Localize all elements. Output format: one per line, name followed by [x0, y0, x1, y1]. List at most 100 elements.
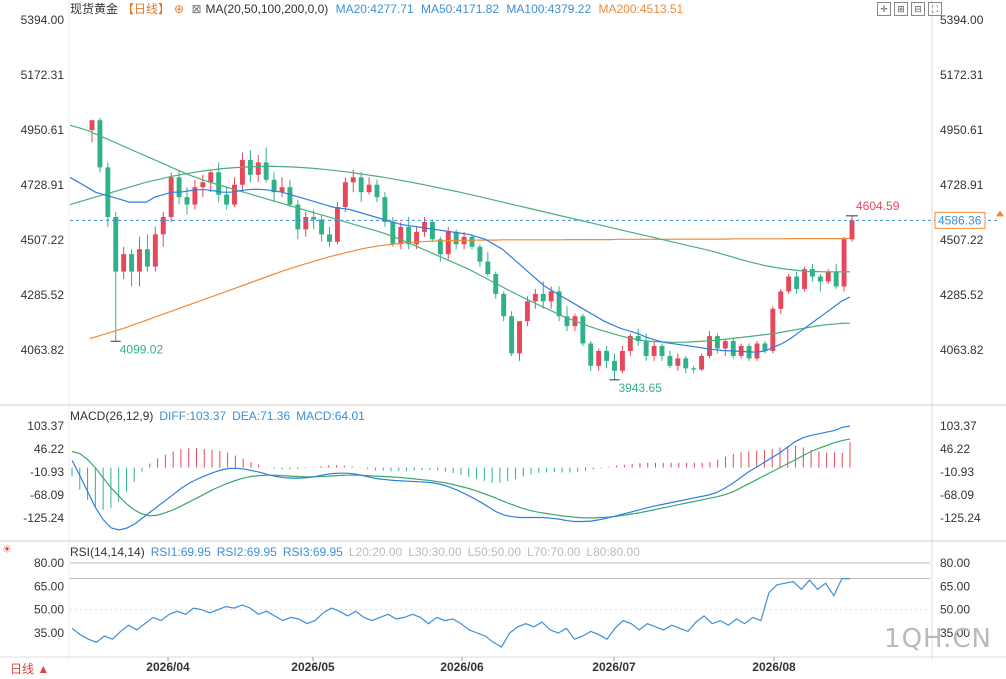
candle-body	[564, 316, 570, 327]
chart-type-icon[interactable]: ⊠	[191, 2, 202, 16]
candle-body	[279, 187, 285, 193]
candle-body	[643, 341, 649, 356]
candle-body	[216, 172, 222, 195]
last-price-marker	[996, 210, 1004, 217]
candle-body	[699, 355, 705, 370]
candle-body	[398, 226, 404, 245]
candle-body	[390, 221, 396, 245]
ma100-value: MA100:4379.22	[506, 2, 592, 16]
price-y-tick-left: 4507.22	[21, 233, 65, 247]
price-y-tick-left: 4285.52	[21, 288, 65, 302]
candle-body	[97, 120, 103, 168]
price-panel-header: 现货黄金 【日线】 ⊕ ⊠ MA(20,50,100,200,0,0) MA20:42…	[70, 0, 940, 18]
x-tick-label: 2026/04	[146, 660, 190, 674]
candle-body	[224, 194, 230, 205]
period-label[interactable]: 【日线】	[122, 2, 171, 16]
candle-body	[144, 249, 150, 267]
candle-body	[334, 207, 340, 242]
candle-body	[137, 249, 142, 272]
candle-body	[263, 162, 269, 180]
macd-y-tick-left: 103.37	[27, 419, 64, 433]
candle-body	[691, 368, 697, 370]
candle-body	[778, 291, 784, 309]
rsi-l50: L50:50.00	[467, 545, 522, 559]
candle-body	[366, 184, 372, 193]
candle-body	[596, 350, 602, 366]
candle-body	[477, 246, 483, 262]
price-y-tick-left: 5394.00	[21, 13, 65, 27]
candle-body	[374, 184, 380, 198]
candle-body	[730, 341, 736, 356]
candle-body	[311, 216, 317, 220]
ma-params: MA(20,50,100,200,0,0)	[205, 2, 329, 16]
crosshair-icon[interactable]: ✛	[877, 2, 891, 16]
candle-body	[612, 360, 617, 371]
indicator-settings-icon[interactable]: ☀	[2, 544, 12, 556]
price-y-tick-left: 4728.91	[21, 178, 65, 192]
macd-y-tick-right: -10.93	[940, 465, 974, 479]
ma100-line	[69, 165, 850, 273]
macd-params: MACD(26,12,9)	[70, 409, 154, 423]
rsi-y-tick-left: 80.00	[34, 556, 64, 570]
candle-body	[588, 343, 594, 366]
last-price-label: 4586.36	[938, 213, 982, 227]
rsi-l80: L80:80.00	[586, 545, 640, 559]
rsi-l20: L20:20.00	[348, 545, 403, 559]
low2-label: 3943.65	[619, 381, 663, 395]
candle-body	[722, 341, 728, 349]
macd-y-tick-left: -68.09	[30, 488, 64, 502]
candle-body	[414, 231, 420, 245]
macd-y-tick-right: -68.09	[940, 488, 974, 502]
ma20-value: MA20:4277.71	[335, 2, 414, 16]
rsi-y-tick-left: 50.00	[34, 603, 64, 617]
period-tab[interactable]: 日线 ▲	[10, 662, 50, 676]
candle-body	[176, 177, 182, 198]
candle-body	[580, 316, 586, 344]
candle-body	[619, 350, 625, 371]
last-price-box	[934, 211, 986, 229]
macd-y-tick-left: -125.24	[23, 511, 64, 525]
candle-body	[548, 291, 554, 302]
rsi-y-tick-right: 35.00	[940, 626, 970, 640]
candle-body	[540, 293, 546, 302]
rsi3-value: RSI3:69.95	[282, 545, 343, 559]
candle-body	[770, 308, 776, 351]
candle-body	[453, 231, 459, 245]
price-y-tick-right: 4507.22	[940, 233, 984, 247]
candle-body	[667, 355, 673, 366]
candle-body	[825, 271, 831, 282]
x-tick-label: 2026/05	[291, 660, 335, 674]
settings-icon[interactable]: ⊕	[174, 2, 185, 16]
candle-body	[786, 276, 792, 292]
candle-body	[406, 226, 412, 245]
candle-body	[809, 269, 815, 277]
ma20-line	[69, 176, 851, 353]
ma50-line	[69, 124, 851, 343]
zoom-out-icon[interactable]: ⊟	[911, 2, 925, 16]
x-tick-label: 2026/06	[440, 660, 484, 674]
candle-body	[200, 182, 206, 188]
ma200-line	[89, 237, 851, 340]
candle-body	[524, 301, 530, 322]
candle-body	[121, 254, 127, 272]
x-tick-label: 2026/07	[592, 660, 636, 674]
candle-body	[239, 159, 245, 185]
candle-body	[232, 184, 237, 205]
zoom-in-icon[interactable]: ⊞	[894, 2, 908, 16]
candle-body	[754, 343, 760, 359]
macd-hist-value: MACD:64.01	[296, 409, 365, 423]
candle-body	[849, 220, 855, 240]
rsi-l70: L70:70.00	[527, 545, 581, 559]
candle-body	[469, 236, 475, 247]
x-tick-label: 2026/08	[752, 660, 796, 674]
price-y-tick-left: 5172.31	[21, 68, 65, 82]
candle-body	[358, 177, 364, 193]
fullscreen-icon[interactable]: ⛶	[928, 2, 942, 16]
candle-body	[287, 187, 293, 205]
candle-body	[350, 177, 356, 183]
rsi-y-tick-left: 35.00	[34, 626, 64, 640]
candle-body	[485, 261, 491, 275]
candle-body	[89, 120, 95, 131]
